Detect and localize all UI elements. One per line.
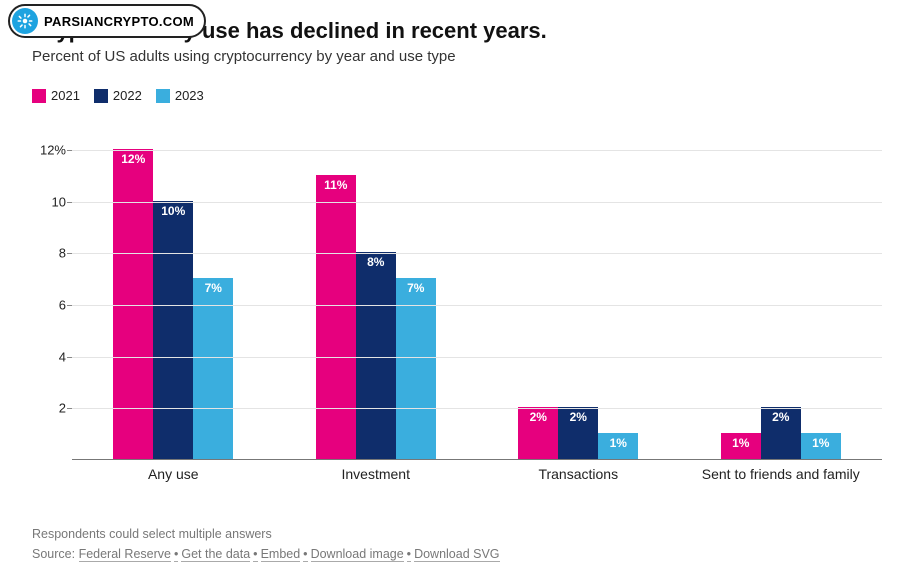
legend-item: 2023 — [156, 88, 204, 103]
source-link[interactable]: Download image — [311, 547, 404, 562]
separator-dot: • — [174, 547, 178, 562]
legend-item: 2021 — [32, 88, 80, 103]
legend-swatch — [156, 89, 170, 103]
watermark-text: PARSIANCRYPTO.COM — [44, 14, 194, 29]
source-link[interactable]: Embed — [261, 547, 301, 562]
bar: 1% — [598, 433, 638, 459]
y-tick-mark — [67, 357, 72, 358]
legend: 2021 2022 2023 — [32, 88, 204, 103]
legend-swatch — [94, 89, 108, 103]
bar: 10% — [153, 201, 193, 459]
bar-value-label: 2% — [518, 410, 558, 424]
bar-value-label: 12% — [113, 152, 153, 166]
bar: 11% — [316, 175, 356, 459]
y-tick-label: 4 — [32, 349, 66, 364]
legend-label: 2022 — [113, 88, 142, 103]
bar-value-label: 2% — [558, 410, 598, 424]
y-tick-label: 6 — [32, 298, 66, 313]
y-tick-mark — [67, 305, 72, 306]
y-tick-label: 8 — [32, 246, 66, 261]
watermark-badge: PARSIANCRYPTO.COM — [8, 4, 206, 38]
bar-value-label: 7% — [396, 281, 436, 295]
y-tick-mark — [67, 202, 72, 203]
bar: 2% — [518, 407, 558, 459]
x-axis-label: Transactions — [477, 466, 680, 482]
source-link[interactable]: Get the data — [181, 547, 250, 562]
gridline — [72, 408, 882, 409]
y-tick-mark — [67, 408, 72, 409]
bar-value-label: 10% — [153, 204, 193, 218]
x-axis-label: Investment — [275, 466, 478, 482]
gridline — [72, 202, 882, 203]
bar-value-label: 7% — [193, 281, 233, 295]
bar-value-label: 1% — [801, 436, 841, 450]
gridline — [72, 253, 882, 254]
legend-label: 2021 — [51, 88, 80, 103]
y-tick-mark — [67, 150, 72, 151]
plot-area: 12%10%7%11%8%7%2%2%1%1%2%1% 24681012% — [72, 150, 882, 460]
gridline — [72, 150, 882, 151]
footer: Respondents could select multiple answer… — [32, 524, 500, 564]
x-axis-label: Any use — [72, 466, 275, 482]
gridline — [72, 357, 882, 358]
legend-item: 2022 — [94, 88, 142, 103]
footer-note: Respondents could select multiple answer… — [32, 524, 500, 544]
y-tick-label: 10 — [32, 194, 66, 209]
bar-value-label: 1% — [598, 436, 638, 450]
x-axis-labels: Any useInvestmentTransactionsSent to fri… — [72, 466, 882, 482]
legend-swatch — [32, 89, 46, 103]
watermark-icon — [12, 8, 38, 34]
separator-dot: • — [407, 547, 411, 562]
bar-value-label: 1% — [721, 436, 761, 450]
bar: 12% — [113, 149, 153, 459]
source-link[interactable]: Download SVG — [414, 547, 499, 562]
gridline — [72, 305, 882, 306]
separator-dot: • — [253, 547, 257, 562]
bar-value-label: 8% — [356, 255, 396, 269]
bar-value-label: 11% — [316, 178, 356, 192]
bar: 2% — [558, 407, 598, 459]
y-tick-label: 2 — [32, 401, 66, 416]
x-axis-label: Sent to friends and family — [680, 466, 883, 482]
separator-dot: • — [303, 547, 307, 562]
bar-value-label: 2% — [761, 410, 801, 424]
footer-source-line: Source: Federal Reserve•Get the data•Emb… — [32, 544, 500, 564]
y-tick-mark — [67, 253, 72, 254]
chart-area: 12%10%7%11%8%7%2%2%1%1%2%1% 24681012% An… — [32, 150, 882, 490]
bar: 1% — [801, 433, 841, 459]
legend-label: 2023 — [175, 88, 204, 103]
source-link[interactable]: Federal Reserve — [79, 547, 171, 562]
bar: 2% — [761, 407, 801, 459]
y-tick-label: 12% — [32, 143, 66, 158]
bar: 1% — [721, 433, 761, 459]
source-prefix: Source: — [32, 547, 79, 561]
chart-subtitle: Percent of US adults using cryptocurrenc… — [32, 48, 456, 65]
